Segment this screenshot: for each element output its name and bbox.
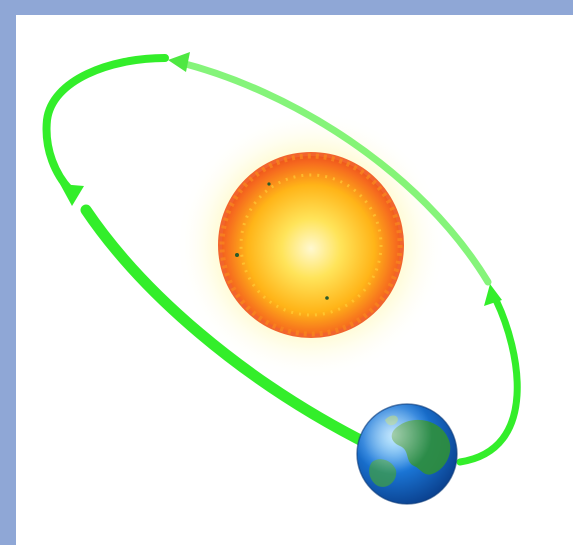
illustration-panel (16, 15, 573, 545)
orbit-arrow-right (456, 296, 521, 466)
arrowhead-right (484, 284, 502, 306)
earth (356, 403, 458, 505)
sun (218, 152, 404, 338)
sun-earth-orbit-illustration (42, 52, 521, 505)
arrowhead-upper (168, 52, 190, 72)
orbit-arrow-upper (174, 58, 492, 286)
orbit-arrow-lower-left (80, 204, 378, 452)
arrowhead-left (60, 184, 84, 206)
orbit-arrow-top-left (42, 54, 169, 194)
